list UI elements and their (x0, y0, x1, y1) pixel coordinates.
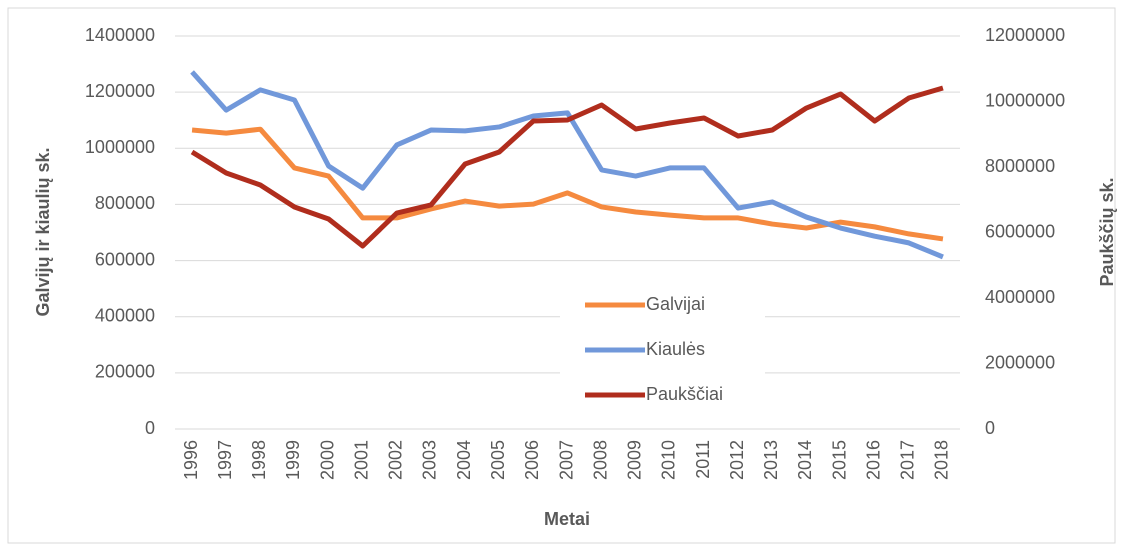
y-tick-label: 1200000 (85, 81, 155, 101)
x-tick-label: 2017 (898, 440, 918, 480)
x-tick-label: 2004 (454, 440, 474, 480)
series-line (190, 70, 944, 260)
x-tick-label: 2012 (727, 440, 747, 480)
y-axis-label: Galvijų ir kiaulių sk. (33, 147, 53, 316)
y2-tick-label: 10000000 (985, 90, 1065, 110)
y2-tick-label: 2000000 (985, 352, 1055, 372)
x-axis-label: Metai (544, 509, 590, 529)
y-tick-label: 800000 (95, 193, 155, 213)
y2-tick-label: 0 (985, 418, 995, 438)
x-tick-label: 2002 (386, 440, 406, 480)
x-tick-label: 1997 (215, 440, 235, 480)
y2-tick-label: 8000000 (985, 156, 1055, 176)
x-tick-label: 2003 (420, 440, 440, 480)
chart-frame (7, 7, 1116, 544)
legend-label: Kiaulės (646, 339, 705, 359)
x-tick-label: 2015 (829, 440, 849, 480)
x-tick-label: 2008 (590, 440, 610, 480)
y-tick-label: 600000 (95, 249, 155, 269)
x-tick-label: 2000 (317, 440, 337, 480)
y2-tick-label: 6000000 (985, 221, 1055, 241)
y2-tick-label: 12000000 (985, 25, 1065, 45)
x-tick-label: 2005 (488, 440, 508, 480)
x-tick-label: 2013 (761, 440, 781, 480)
x-tick-label: 1998 (249, 440, 269, 480)
series-line (191, 126, 944, 242)
x-tick-label: 2001 (351, 440, 371, 480)
x-tick-label: 2006 (522, 440, 542, 480)
x-tick-label: 2018 (932, 440, 952, 480)
x-tick-label: 2016 (863, 440, 883, 480)
legend-label: Galvijai (646, 294, 705, 314)
y-tick-label: 200000 (95, 362, 155, 382)
x-tick-label: 2007 (556, 440, 576, 480)
y2-axis-label: Paukščių sk. (1097, 177, 1117, 286)
y2-tick-label: 4000000 (985, 287, 1055, 307)
series-line (190, 85, 944, 249)
x-tick-label: 2010 (659, 440, 679, 480)
legend-label: Paukščiai (646, 384, 723, 404)
x-tick-label: 1996 (181, 440, 201, 480)
y-tick-label: 1000000 (85, 137, 155, 157)
y-tick-label: 1400000 (85, 25, 155, 45)
y-tick-label: 0 (145, 418, 155, 438)
x-tick-label: 2011 (693, 440, 713, 479)
x-tick-label: 1999 (283, 440, 303, 480)
y-tick-label: 400000 (95, 305, 155, 325)
x-tick-label: 2014 (795, 440, 815, 480)
x-tick-label: 2009 (625, 440, 645, 480)
